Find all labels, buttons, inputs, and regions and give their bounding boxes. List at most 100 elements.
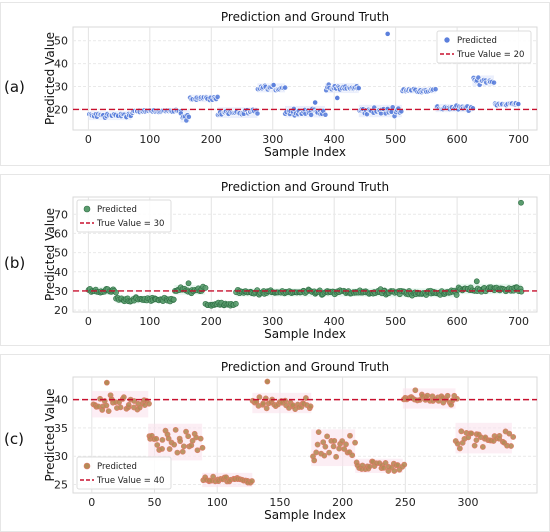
data-point <box>315 429 322 436</box>
data-point <box>177 438 184 445</box>
data-point <box>199 444 206 451</box>
data-point <box>347 432 353 439</box>
data-point <box>185 113 192 120</box>
data-point <box>282 397 289 404</box>
data-point <box>311 457 318 464</box>
chart-panel-0: 0 100 200 300 400 500 600 700 20 30 40 50 Prediction… <box>0 2 550 166</box>
data-point <box>171 441 178 448</box>
x-tick-label: 700 <box>508 315 529 328</box>
data-point <box>506 430 513 437</box>
data-point <box>326 449 332 456</box>
x-axis-label: Sample Index <box>264 508 346 522</box>
data-point <box>189 437 196 444</box>
data-point <box>412 387 419 394</box>
data-point <box>333 453 340 460</box>
data-point <box>282 84 289 91</box>
data-point <box>159 446 165 452</box>
x-tick-label: 300 <box>458 496 479 509</box>
y-tick-label: 40 <box>54 394 68 407</box>
chart-panel-2: 0 50 100 150 200 250 300 25 30 35 40 Prediction and… <box>0 354 550 532</box>
legend-label-true-value: True Value = 30 <box>96 219 164 229</box>
x-tick-label: 600 <box>447 133 468 146</box>
y-tick-label: 30 <box>54 450 68 463</box>
data-point <box>308 112 315 118</box>
legend-box <box>436 30 532 64</box>
data-point <box>336 445 343 452</box>
data-point <box>432 86 439 93</box>
y-tick-label: 30 <box>54 285 68 298</box>
legend-label-predicted: Predicted <box>97 205 137 215</box>
data-point <box>391 468 398 474</box>
x-tick-label: 250 <box>395 496 416 509</box>
x-tick-label: 600 <box>447 315 468 328</box>
data-point <box>117 404 124 411</box>
data-point <box>174 449 181 456</box>
data-point <box>194 447 201 454</box>
y-axis-label: Predicted Value <box>43 388 57 481</box>
data-point <box>165 435 172 442</box>
x-tick-label: 200 <box>201 315 222 328</box>
x-tick-label: 400 <box>324 133 345 146</box>
data-point <box>454 440 461 447</box>
legend-box <box>76 456 172 490</box>
data-point <box>322 443 329 450</box>
x-tick-label: 200 <box>332 496 353 509</box>
data-point <box>468 430 475 437</box>
data-point-outlier <box>384 30 391 37</box>
series-points <box>90 378 517 486</box>
data-point <box>330 443 337 450</box>
data-point <box>179 448 186 455</box>
x-tick-label: 0 <box>85 133 92 146</box>
legend-label-true-value: True Value = 20 <box>456 50 524 60</box>
data-point-outlier <box>185 280 192 287</box>
data-point <box>491 79 497 86</box>
y-tick-label: 35 <box>54 422 68 435</box>
data-point <box>454 395 460 402</box>
data-point <box>210 473 217 480</box>
data-point <box>249 478 255 484</box>
data-point <box>331 437 338 444</box>
data-point <box>401 461 408 468</box>
data-point <box>382 460 389 466</box>
data-point <box>496 432 503 439</box>
data-point <box>355 85 362 91</box>
data-point <box>180 443 187 450</box>
data-point <box>479 444 486 450</box>
x-axis-label: Sample Index <box>264 327 346 341</box>
data-point <box>307 403 314 410</box>
data-point <box>508 443 514 449</box>
x-tick-label: 50 <box>148 496 162 509</box>
y-tick-label: 25 <box>54 479 68 492</box>
data-point <box>313 449 320 456</box>
data-point-outlier <box>312 99 319 106</box>
data-point <box>166 446 173 452</box>
y-tick-label: 20 <box>54 103 68 116</box>
chart-title: Prediction and Ground Truth <box>221 10 389 24</box>
chart-panel-1: 0 100 200 300 400 500 600 700203040506070Predic… <box>0 174 550 346</box>
data-point <box>153 435 160 442</box>
panel-letter: (a) <box>4 78 25 96</box>
legend-label-predicted: Predicted <box>457 36 497 46</box>
y-axis-label: Predicted Value <box>43 32 57 125</box>
y-tick-label: 40 <box>54 266 68 279</box>
data-point <box>170 296 177 303</box>
chart-title: Prediction and Ground Truth <box>221 180 389 194</box>
data-point <box>185 433 192 440</box>
data-point-outlier <box>334 95 341 101</box>
data-point <box>136 404 143 411</box>
data-point <box>470 105 476 112</box>
data-point <box>518 288 525 295</box>
data-point <box>321 452 328 459</box>
data-point-outlier <box>103 379 110 386</box>
data-point <box>197 435 204 442</box>
legend-box <box>76 199 172 233</box>
chart-title: Prediction and Ground Truth <box>221 360 389 374</box>
y-tick-label: 30 <box>54 81 68 94</box>
data-point <box>125 402 132 408</box>
data-point <box>256 394 263 401</box>
data-point <box>314 441 321 448</box>
data-point <box>324 433 330 440</box>
x-tick-label: 100 <box>139 315 160 328</box>
x-tick-label: 0 <box>88 496 95 509</box>
